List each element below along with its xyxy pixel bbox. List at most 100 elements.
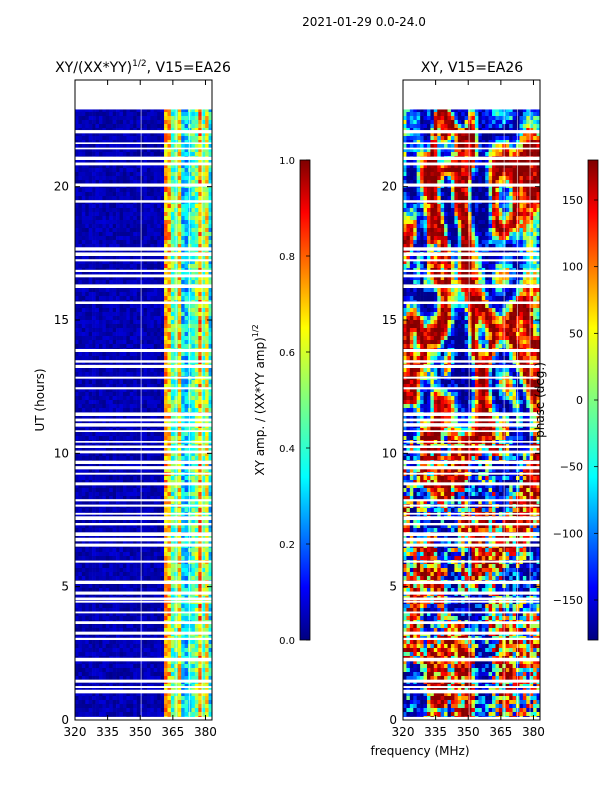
amplitude-cell bbox=[133, 484, 137, 489]
amplitude-cell bbox=[140, 272, 144, 277]
amplitude-cell bbox=[153, 208, 158, 213]
amplitude-cell bbox=[129, 448, 134, 453]
amplitude-cell bbox=[85, 212, 89, 217]
amplitude-cell bbox=[150, 552, 155, 557]
amplitude-cell bbox=[102, 236, 107, 241]
amplitude-cell bbox=[133, 304, 137, 309]
amplitude-cell bbox=[164, 380, 168, 385]
amplitude-cell bbox=[88, 404, 93, 409]
amplitude-cell bbox=[201, 316, 206, 321]
amplitude-cell bbox=[198, 304, 203, 309]
amplitude-cell bbox=[153, 296, 158, 301]
amplitude-cell bbox=[122, 188, 127, 193]
amplitude-cell bbox=[153, 120, 158, 125]
amplitude-cell bbox=[105, 356, 110, 361]
amplitude-cell bbox=[88, 548, 93, 553]
amplitude-cell bbox=[164, 108, 168, 113]
amplitude-cell bbox=[164, 388, 168, 393]
amplitude-cell bbox=[191, 552, 196, 557]
amplitude-cell bbox=[181, 256, 185, 261]
amplitude-cell bbox=[153, 336, 158, 341]
amplitude-cell bbox=[98, 164, 103, 169]
amplitude-cell bbox=[177, 520, 182, 525]
amplitude-cell bbox=[85, 304, 89, 309]
amplitude-cell bbox=[164, 132, 168, 137]
amplitude-cell bbox=[205, 172, 209, 177]
amplitude-cell bbox=[205, 236, 209, 241]
amplitude-cell bbox=[160, 180, 165, 185]
amplitude-cell bbox=[170, 476, 175, 481]
amplitude-cell bbox=[164, 296, 168, 301]
amplitude-cell bbox=[140, 500, 144, 505]
amplitude-cell bbox=[81, 400, 86, 405]
amplitude-cell bbox=[109, 140, 113, 145]
amplitude-cell bbox=[157, 456, 161, 461]
amplitude-cell bbox=[160, 524, 165, 529]
amplitude-cell bbox=[201, 168, 206, 173]
amplitude-cell bbox=[146, 344, 151, 349]
amplitude-cell bbox=[140, 392, 144, 397]
amplitude-cell bbox=[95, 452, 100, 457]
amplitude-cell bbox=[198, 244, 203, 249]
amplitude-cell bbox=[164, 264, 168, 269]
amplitude-cell bbox=[160, 384, 165, 389]
amplitude-cell bbox=[92, 480, 96, 485]
amplitude-cell bbox=[198, 564, 203, 569]
amplitude-cell bbox=[112, 108, 117, 113]
amplitude-cell bbox=[150, 320, 155, 325]
amplitude-cell bbox=[109, 436, 113, 441]
amplitude-cell bbox=[136, 256, 141, 261]
amplitude-cell bbox=[95, 204, 100, 209]
amplitude-cell bbox=[136, 328, 141, 333]
amplitude-cell bbox=[88, 336, 93, 341]
amplitude-cell bbox=[201, 172, 206, 177]
amplitude-cell bbox=[88, 368, 93, 373]
amplitude-cell bbox=[170, 500, 175, 505]
amplitude-cell bbox=[146, 372, 151, 377]
amplitude-cell bbox=[129, 148, 134, 153]
amplitude-cell bbox=[122, 552, 127, 557]
amplitude-cell bbox=[191, 380, 196, 385]
amplitude-cell bbox=[194, 308, 199, 313]
amplitude-cell bbox=[157, 388, 161, 393]
amplitude-cell bbox=[129, 548, 134, 553]
amplitude-cell bbox=[129, 368, 134, 373]
amplitude-cell bbox=[170, 408, 175, 413]
amplitude-cell bbox=[109, 272, 113, 277]
amplitude-cell bbox=[136, 572, 141, 577]
amplitude-cell bbox=[157, 244, 161, 249]
amplitude-cell bbox=[164, 116, 168, 121]
amplitude-cell bbox=[191, 116, 196, 121]
amplitude-cell bbox=[81, 316, 86, 321]
amplitude-cell bbox=[194, 548, 199, 553]
amplitude-cell bbox=[177, 384, 182, 389]
amplitude-cell bbox=[136, 160, 141, 165]
amplitude-cell bbox=[133, 116, 137, 121]
amplitude-cell bbox=[153, 324, 158, 329]
amplitude-cell bbox=[109, 236, 113, 241]
amplitude-cell bbox=[153, 500, 158, 505]
amplitude-cell bbox=[116, 312, 120, 317]
amplitude-cell bbox=[143, 492, 148, 497]
amplitude-cell bbox=[177, 388, 182, 393]
amplitude-cell bbox=[146, 244, 151, 249]
amplitude-cell bbox=[205, 392, 209, 397]
amplitude-cell bbox=[119, 328, 124, 333]
amplitude-cell bbox=[184, 552, 189, 557]
amplitude-cell bbox=[140, 148, 144, 153]
amplitude-cell bbox=[150, 168, 155, 173]
amplitude-cell bbox=[105, 160, 110, 165]
amplitude-cell bbox=[136, 380, 141, 385]
amplitude-cell bbox=[116, 296, 120, 301]
amplitude-cell bbox=[170, 352, 175, 357]
amplitude-cell bbox=[164, 240, 168, 245]
amplitude-cell bbox=[85, 380, 89, 385]
amplitude-cell bbox=[85, 324, 89, 329]
amplitude-cell bbox=[167, 392, 172, 397]
amplitude-cell bbox=[95, 152, 100, 157]
amplitude-cell bbox=[160, 432, 165, 437]
amplitude-cell bbox=[181, 124, 185, 129]
amplitude-cell bbox=[201, 432, 206, 437]
amplitude-cell bbox=[92, 540, 96, 545]
amplitude-cell bbox=[146, 328, 151, 333]
